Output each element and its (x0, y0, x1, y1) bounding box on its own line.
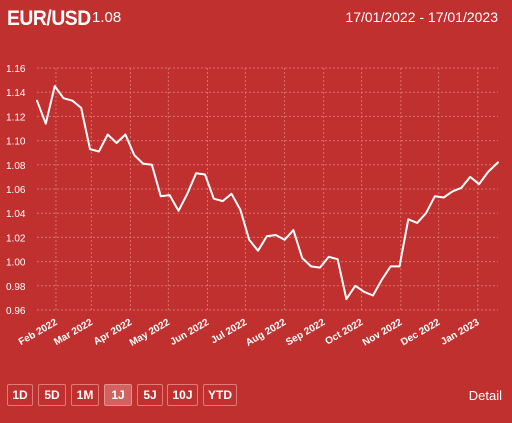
grid (37, 67, 498, 311)
y-tick-label: 1.02 (6, 233, 26, 244)
chart-header: EUR/USD 1.08 17/01/2022 - 17/01/2023 (0, 0, 512, 40)
y-axis-labels: 1.16 1.14 1.12 1.10 1.08 1.06 1.04 1.02 1.00 0.98… (6, 64, 26, 317)
date-range: 17/01/2022 - 17/01/2023 (345, 9, 498, 25)
y-tick-label: 0.96 (6, 306, 26, 317)
y-tick-label: 1.08 (6, 161, 26, 172)
range-button-5j[interactable]: 5J (137, 384, 163, 406)
range-button-1d[interactable]: 1D (7, 384, 33, 406)
range-button-5d[interactable]: 5D (38, 384, 66, 406)
range-button-ytd[interactable]: YTD (203, 384, 237, 406)
x-tick-label: Feb 2022 (17, 317, 60, 348)
x-tick-label: Jul 2022 (209, 317, 249, 346)
x-tick-label: Nov 2022 (361, 317, 405, 349)
currency-pair-title: EUR/USD (7, 7, 91, 30)
x-tick-label: Aug 2022 (244, 317, 288, 349)
y-tick-label: 1.14 (6, 88, 26, 99)
detail-link[interactable]: Detail (468, 388, 502, 403)
x-tick-label: Mar 2022 (52, 317, 95, 348)
x-tick-label: Jan 2023 (439, 317, 481, 348)
x-tick-label: May 2022 (128, 317, 172, 349)
y-tick-label: 1.04 (6, 209, 26, 220)
current-price: 1.08 (92, 9, 122, 26)
y-tick-label: 0.98 (6, 282, 26, 293)
range-controls: 1D 5D 1M 1J 5J 10J YTD Detail (0, 384, 512, 410)
range-button-10j[interactable]: 10J (167, 384, 198, 406)
x-tick-label: Dec 2022 (399, 317, 442, 348)
range-button-1j[interactable]: 1J (104, 384, 132, 406)
y-tick-label: 1.16 (6, 64, 26, 75)
series-line (36, 85, 499, 301)
x-tick-label: Oct 2022 (323, 317, 365, 348)
x-tick-label: Jun 2022 (168, 317, 211, 348)
y-tick-label: 1.10 (6, 137, 26, 148)
x-tick-label: Sep 2022 (284, 317, 327, 348)
price-chart: 1.16 1.14 1.12 1.10 1.08 1.06 1.04 1.02 1.00 0.98… (6, 64, 499, 349)
y-tick-label: 1.06 (6, 185, 26, 196)
x-tick-label: Apr 2022 (92, 317, 134, 348)
y-tick-label: 1.12 (6, 112, 26, 123)
y-tick-label: 1.00 (6, 258, 26, 269)
range-button-1m[interactable]: 1M (71, 384, 99, 406)
